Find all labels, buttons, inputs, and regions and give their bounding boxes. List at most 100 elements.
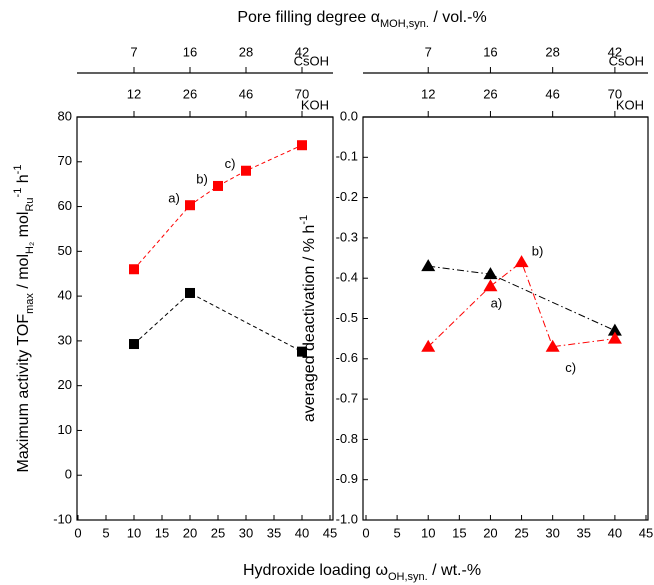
marker xyxy=(129,339,139,350)
label-part: mol xyxy=(15,212,32,242)
marker xyxy=(213,180,223,191)
label-part: max xyxy=(24,293,36,314)
x-tick-label: 30 xyxy=(545,525,559,540)
marker xyxy=(514,255,529,268)
top-tick-label: 70 xyxy=(608,86,622,101)
marker xyxy=(483,279,498,292)
marker xyxy=(297,346,307,357)
top-tick-label: 12 xyxy=(421,86,435,101)
marker xyxy=(129,264,139,275)
top-axis-name: CsOH xyxy=(294,53,329,68)
label-part: -1 xyxy=(12,188,24,198)
label-part: MOH,syn. xyxy=(380,18,429,30)
marker xyxy=(607,323,622,336)
x-tick-label: 10 xyxy=(421,525,435,540)
marker xyxy=(297,140,307,151)
top-tick-label: 7 xyxy=(130,44,137,59)
top-axis-name: KOH xyxy=(301,97,329,112)
label-part: / vol.-% xyxy=(429,9,487,26)
marker xyxy=(241,165,251,176)
y-tick-label: -0.7 xyxy=(336,391,358,406)
label-part: Hydroxide loading ω xyxy=(243,562,388,579)
series-line xyxy=(428,265,616,332)
marker xyxy=(607,331,622,344)
y-tick-label: 30 xyxy=(58,332,72,347)
marker xyxy=(421,339,436,352)
x-tick-label: 25 xyxy=(514,525,528,540)
y-tick-label: 40 xyxy=(58,288,72,303)
y-tick-label: -0.8 xyxy=(336,431,358,446)
top-tick-label: 16 xyxy=(183,44,197,59)
point-label: a) xyxy=(168,191,180,206)
label-part: / mol xyxy=(15,254,32,293)
top-tick-label: 26 xyxy=(183,86,197,101)
series-line xyxy=(133,144,303,270)
y-tick-label: -0.1 xyxy=(336,149,358,164)
x-tick-label: 40 xyxy=(608,525,622,540)
label-part: Maximum activity TOF xyxy=(15,314,32,473)
x-tick-label: 20 xyxy=(483,525,497,540)
top-axis-name: KOH xyxy=(616,97,644,112)
point-label: c) xyxy=(565,360,576,375)
y-tick-label: -0.9 xyxy=(336,471,358,486)
point-label: c) xyxy=(225,156,236,171)
top-tick-label: 42 xyxy=(295,44,309,59)
y-tick-label: 0.0 xyxy=(340,108,358,123)
top-tick-label: 42 xyxy=(608,44,622,59)
x-tick-label: 35 xyxy=(267,525,281,540)
plot-frame xyxy=(362,116,649,521)
point-label: a) xyxy=(491,296,503,311)
label-part: / wt.-% xyxy=(428,562,481,579)
x-tick-label: 5 xyxy=(102,525,109,540)
label-part: OH,syn. xyxy=(388,571,428,583)
x-tick-label: 20 xyxy=(183,525,197,540)
top-tick-label: 16 xyxy=(483,44,497,59)
x-tick-label: 45 xyxy=(639,525,653,540)
top-tick-label: 70 xyxy=(295,86,309,101)
label-part: h xyxy=(15,174,32,187)
marker xyxy=(483,267,498,280)
top-axis-name: CsOH xyxy=(609,53,644,68)
y-tick-label: 0 xyxy=(65,467,72,482)
label-part: Ru xyxy=(24,197,36,211)
top-tick-label: 26 xyxy=(483,86,497,101)
y-tick-label: 60 xyxy=(58,198,72,213)
top-tick-label: 28 xyxy=(545,44,559,59)
y-axis-label: Maximum activity TOFmax / molH₂ molRu-1 … xyxy=(12,165,36,473)
y-tick-label: -1.0 xyxy=(336,511,358,526)
top-tick-label: 7 xyxy=(425,44,432,59)
y-tick-label: 70 xyxy=(58,153,72,168)
x-tick-label: 15 xyxy=(452,525,466,540)
y-tick-label: 10 xyxy=(58,422,72,437)
x-tick-label: 30 xyxy=(239,525,253,540)
marker xyxy=(545,339,560,352)
x-axis-label: Hydroxide loading ωOH,syn. / wt.-% xyxy=(243,562,481,583)
top-tick-label: 46 xyxy=(545,86,559,101)
top-tick-label: 28 xyxy=(239,44,253,59)
y-tick-label: -0.6 xyxy=(336,350,358,365)
y-tick-label: -0.5 xyxy=(336,310,358,325)
y-axis-label: averaged deactivation / % h-1 xyxy=(298,215,318,422)
marker xyxy=(185,200,195,211)
x-tick-label: 0 xyxy=(74,525,81,540)
y-tick-label: 50 xyxy=(58,243,72,258)
series-line xyxy=(133,292,303,353)
series-line xyxy=(427,261,615,348)
y-tick-label: -0.4 xyxy=(336,270,358,285)
label-part: averaged deactivation / % h xyxy=(301,225,318,422)
y-tick-label: -0.3 xyxy=(336,229,358,244)
x-tick-label: 10 xyxy=(127,525,141,540)
x-tick-label: 35 xyxy=(577,525,591,540)
x-tick-label: 5 xyxy=(393,525,400,540)
top-tick-label: 46 xyxy=(239,86,253,101)
y-tick-label: 20 xyxy=(58,377,72,392)
y-tick-label: -10 xyxy=(53,511,72,526)
figure-title: Pore filling degree αMOH,syn. / vol.-% xyxy=(237,9,486,30)
y-tick-label: -0.2 xyxy=(336,189,358,204)
x-tick-label: 0 xyxy=(362,525,369,540)
y-tick-label: 80 xyxy=(58,108,72,123)
x-tick-label: 25 xyxy=(211,525,225,540)
label-part: Pore filling degree α xyxy=(237,9,380,26)
label-part: -1 xyxy=(298,215,310,225)
